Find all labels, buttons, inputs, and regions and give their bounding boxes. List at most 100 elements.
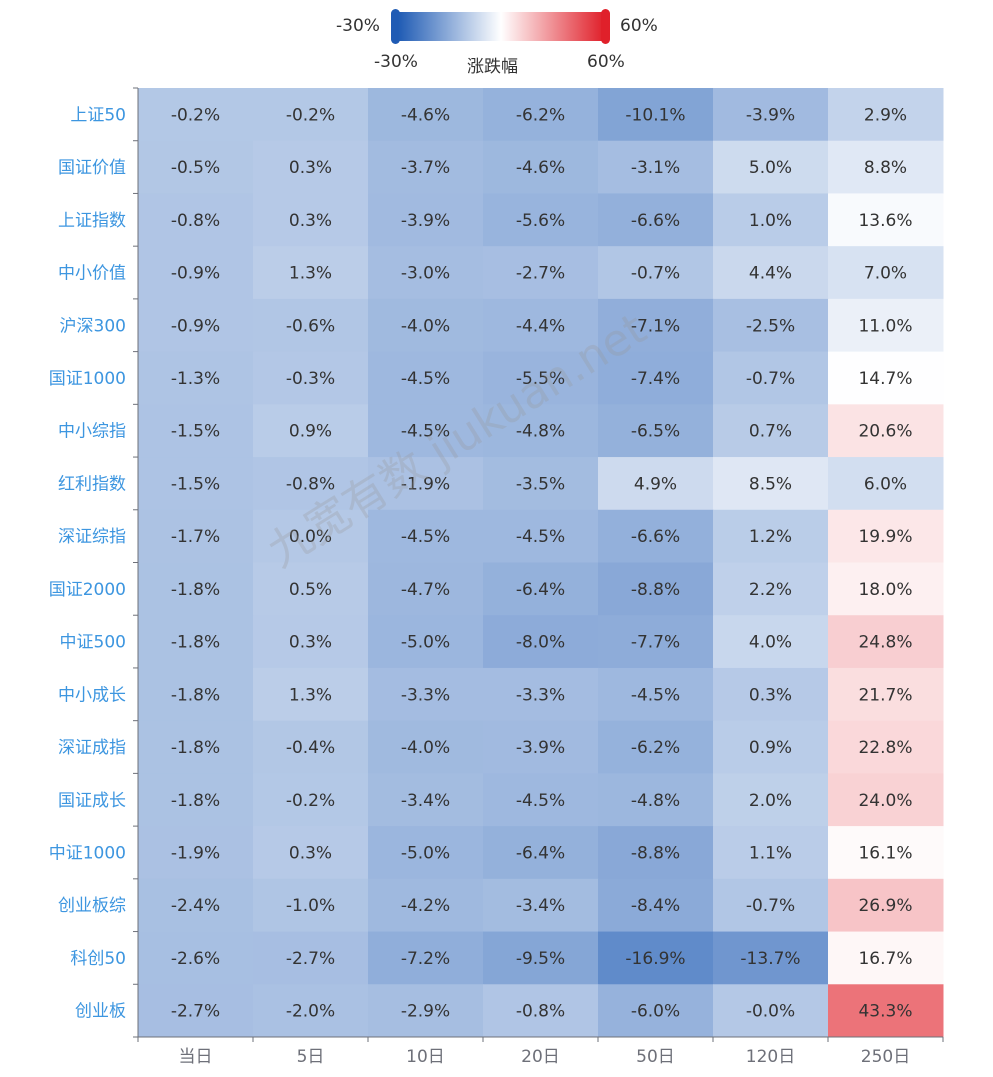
cell-label: -16.9%: [625, 949, 685, 969]
y-tick-label: 创业板综: [58, 896, 126, 916]
heatmap-cell: [368, 298, 484, 353]
x-tick-label: 250日: [861, 1047, 910, 1067]
heatmap-cell: [368, 140, 484, 194]
heatmap-cell: [713, 562, 829, 616]
heatmap-cell: [598, 826, 714, 880]
heatmap-cell: [598, 615, 714, 669]
cell-label: -2.6%: [171, 949, 220, 969]
heatmap-cell: [713, 878, 829, 933]
heatmap-cell: [828, 88, 944, 142]
heatmap-cell: [368, 246, 484, 300]
y-tick-label: 中小综指: [58, 422, 126, 442]
heatmap-cell: [483, 193, 599, 247]
cell-label: -8.8%: [631, 580, 680, 600]
cell-label: 1.0%: [749, 211, 792, 231]
cell-label: -9.5%: [516, 949, 565, 969]
heatmap-cell: [253, 931, 369, 985]
cell-label: -1.9%: [171, 843, 220, 863]
cell-label: 16.7%: [858, 949, 912, 969]
heatmap-cell: [138, 667, 254, 722]
cell-label: -0.4%: [286, 738, 335, 758]
y-tick-label: 国证价值: [58, 158, 126, 178]
heatmap-cell: [598, 562, 714, 616]
cell-label: -6.0%: [631, 1002, 680, 1022]
heatmap-cell: [368, 615, 484, 669]
y-tick-label: 沪深300: [60, 316, 126, 336]
cell-label: -4.7%: [401, 580, 450, 600]
cell-label: -7.4%: [631, 369, 680, 389]
cell-label: -10.1%: [625, 105, 685, 125]
y-tick-label: 创业板: [75, 1002, 126, 1022]
cell-label: 8.8%: [864, 158, 907, 178]
x-tick-label: 当日: [179, 1047, 213, 1067]
cell-label: -3.9%: [516, 738, 565, 758]
cell-label: -6.5%: [631, 422, 680, 442]
cell-label: -0.2%: [171, 105, 220, 125]
x-tick-label: 5日: [297, 1047, 325, 1067]
cell-label: -1.0%: [286, 896, 335, 916]
heatmap-cell: [483, 720, 599, 774]
heatmap-cell: [828, 509, 944, 563]
heatmap-cell: [138, 298, 254, 353]
visual-map-gradient-bar[interactable]: [398, 12, 604, 41]
heatmap-cell: [138, 773, 254, 827]
heatmap-cell: [713, 826, 829, 880]
cell-label: 2.9%: [864, 105, 907, 125]
heatmap-cell: [138, 246, 254, 300]
heatmap-cell: [368, 984, 484, 1038]
cell-label: -0.7%: [746, 896, 795, 916]
heatmap-cell: [828, 984, 944, 1038]
visual-map-legend: -30% 60% -30% 涨跌幅 60%: [0, 0, 993, 80]
heatmap-cell: [828, 351, 944, 405]
cell-label: -4.2%: [401, 896, 450, 916]
cell-label: -4.6%: [401, 105, 450, 125]
cell-label: 4.4%: [749, 264, 792, 284]
cell-label: 21.7%: [858, 685, 912, 705]
x-tick-label: 50日: [636, 1047, 675, 1067]
cell-label: -4.5%: [401, 369, 450, 389]
heatmap-cell: [828, 720, 944, 774]
cell-label: 1.3%: [289, 264, 332, 284]
heatmap-cell: [483, 246, 599, 300]
heatmap-cell: [828, 298, 944, 353]
cell-label: -1.8%: [171, 633, 220, 653]
cell-label: -1.5%: [171, 474, 220, 494]
heatmap-cell: [598, 298, 714, 353]
y-tick-label: 中小价值: [58, 264, 126, 284]
heatmap-cell: [138, 351, 254, 405]
heatmap-cell: [598, 878, 714, 933]
cell-label: -6.6%: [631, 211, 680, 231]
cell-label: -0.2%: [286, 105, 335, 125]
cell-label: 0.3%: [289, 211, 332, 231]
heatmap-cell: [828, 140, 944, 194]
cell-label: -5.0%: [401, 843, 450, 863]
heatmap-cell: [253, 193, 369, 247]
heatmap-cell: [138, 140, 254, 194]
cell-label: -8.4%: [631, 896, 680, 916]
heatmap-cell: [138, 193, 254, 247]
heatmap-cell: [138, 878, 254, 933]
heatmap-cell: [598, 773, 714, 827]
heatmap-cell: [598, 351, 714, 405]
cell-label: -3.7%: [401, 158, 450, 178]
cell-label: -3.0%: [401, 264, 450, 284]
heatmap-cell: [598, 246, 714, 300]
cell-label: -0.8%: [171, 211, 220, 231]
heatmap-cell: [483, 615, 599, 669]
cell-label: -3.3%: [516, 685, 565, 705]
cell-label: -2.7%: [171, 1002, 220, 1022]
heatmap-cell: [253, 773, 369, 827]
visual-map-max-handle[interactable]: [601, 9, 610, 44]
heatmap-cell: [368, 562, 484, 616]
cell-label: -4.5%: [516, 791, 565, 811]
cell-label: -0.8%: [286, 474, 335, 494]
heatmap-cell: [368, 404, 484, 458]
visual-map-min-handle[interactable]: [391, 9, 400, 44]
cell-label: -4.8%: [631, 791, 680, 811]
cell-label: 0.3%: [289, 633, 332, 653]
heatmap-cell: [598, 88, 714, 142]
heatmap-cell: [253, 562, 369, 616]
heatmap-cell: [483, 562, 599, 616]
y-tick-label: 中证500: [60, 633, 126, 653]
y-tick-label: 中证1000: [49, 843, 126, 863]
